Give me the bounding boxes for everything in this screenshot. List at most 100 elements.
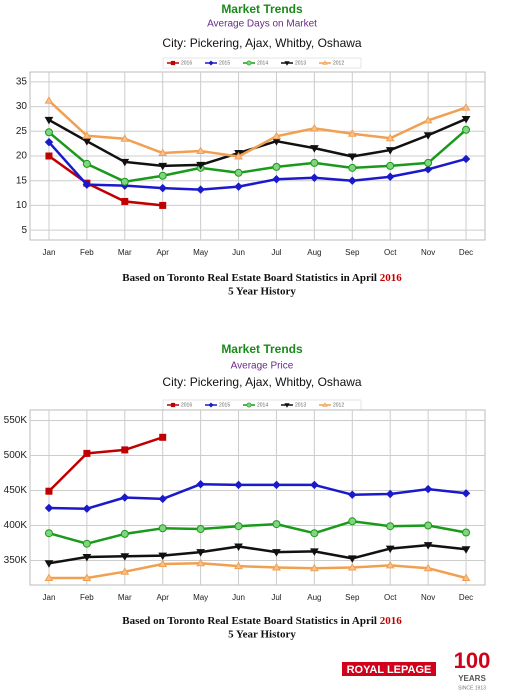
point [424, 521, 433, 530]
chart-title: Market Trends [221, 342, 303, 356]
footnote-year: 2016 [380, 615, 403, 627]
logo-years: YEARS [458, 674, 486, 683]
point [196, 479, 205, 489]
legend-marker [246, 60, 252, 66]
point [234, 522, 243, 531]
point [272, 549, 281, 557]
point [310, 548, 319, 556]
point [120, 553, 130, 561]
point [310, 123, 319, 132]
series-line [48, 562, 467, 580]
x-tick-label: Jul [271, 593, 281, 602]
y-tick-label: 350K [4, 555, 28, 566]
point [348, 163, 357, 172]
series-line [48, 141, 467, 191]
point [385, 545, 395, 554]
point [44, 116, 54, 125]
x-tick-label: Apr [156, 248, 169, 257]
legend-marker [170, 402, 176, 408]
point [158, 183, 167, 193]
point [159, 433, 167, 441]
point [44, 137, 54, 147]
point [44, 529, 53, 538]
point [82, 180, 92, 189]
point [347, 563, 357, 571]
point [385, 133, 395, 142]
point [44, 503, 54, 513]
legend-marker [284, 61, 290, 66]
y-tick-label: 15 [16, 175, 28, 186]
point [83, 449, 91, 457]
point [310, 145, 319, 153]
legend-marker [208, 402, 214, 408]
x-tick-label: Mar [118, 593, 132, 602]
point [234, 480, 243, 490]
point [234, 543, 243, 551]
legend-marker [246, 402, 252, 408]
legend-label: 2016 [181, 402, 192, 408]
legend-marker [208, 60, 214, 66]
x-tick-label: Aug [307, 593, 321, 602]
y-tick-label: 500K [4, 450, 28, 461]
point [386, 522, 395, 531]
footnote-text: Based on Toronto Real Estate Board Stati… [122, 615, 377, 627]
x-tick-label: Oct [384, 248, 397, 257]
legend-label: 2016 [181, 60, 192, 66]
point [234, 561, 243, 570]
point [424, 158, 433, 167]
x-tick-label: Jan [43, 593, 56, 602]
point [196, 161, 205, 170]
point [423, 542, 433, 550]
point [158, 171, 167, 180]
point [120, 158, 130, 167]
chart-heading: City: Pickering, Ajax, Whitby, Oshawa [162, 375, 362, 389]
chart-subtitle: Average Price [231, 361, 294, 372]
x-tick-label: Nov [421, 593, 435, 602]
legend-label: 2013 [295, 402, 306, 408]
point [158, 524, 167, 533]
point [310, 563, 319, 572]
point [310, 480, 319, 490]
point [347, 153, 357, 161]
x-tick-label: May [193, 248, 208, 257]
series-line [48, 99, 467, 158]
point [159, 201, 167, 209]
x-tick-label: Jan [43, 248, 56, 257]
point [385, 147, 395, 155]
point [423, 484, 433, 494]
point [158, 148, 168, 157]
legend-label: 2013 [295, 60, 306, 66]
plot-area [29, 409, 486, 586]
legend-label: 2012 [333, 402, 344, 408]
legend-label: 2014 [257, 60, 268, 66]
point [461, 546, 471, 554]
legend-marker [322, 402, 328, 407]
series-line [48, 482, 467, 510]
logo-number: 100 [454, 648, 491, 673]
point [82, 573, 92, 581]
point [386, 172, 395, 181]
x-tick-label: Feb [80, 248, 94, 257]
point [461, 489, 471, 498]
point [347, 129, 357, 137]
x-tick-label: Dec [459, 593, 473, 602]
point [121, 197, 129, 205]
point [272, 520, 281, 529]
point [196, 146, 205, 155]
y-tick-label: 25 [16, 126, 28, 137]
point [234, 168, 243, 177]
point [461, 573, 471, 581]
series-line [48, 128, 467, 183]
y-tick-label: 400K [4, 520, 28, 531]
x-tick-label: Sep [345, 593, 360, 602]
point [120, 567, 130, 575]
point [158, 552, 168, 561]
point [234, 182, 243, 191]
point [423, 563, 433, 572]
legend-box [162, 57, 362, 69]
point [310, 529, 319, 538]
y-tick-label: 550K [4, 415, 28, 426]
y-tick-label: 20 [16, 151, 28, 162]
point [386, 489, 395, 499]
